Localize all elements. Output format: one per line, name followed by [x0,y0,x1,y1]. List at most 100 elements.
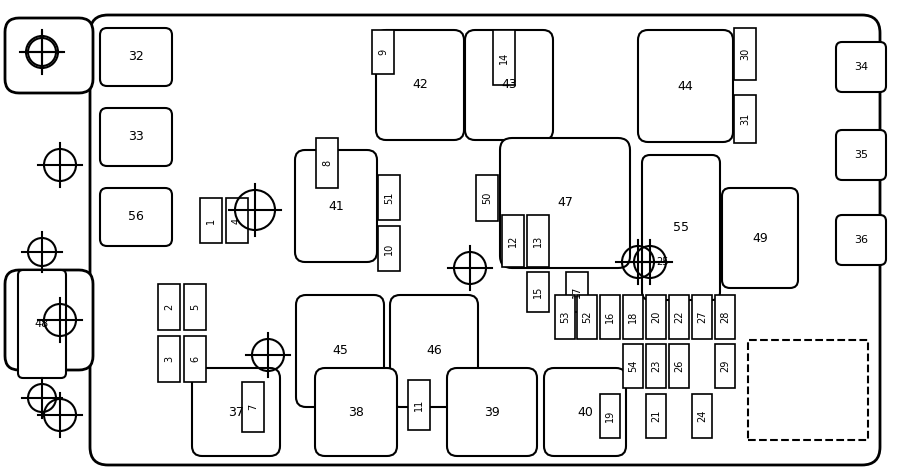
FancyBboxPatch shape [722,188,798,288]
Text: 24: 24 [697,410,707,422]
Bar [577,295,597,339]
Text: 32: 32 [128,50,144,64]
Text: 38: 38 [348,406,364,418]
Text: 15: 15 [533,286,543,298]
Text: 7: 7 [248,404,258,410]
Text: 53: 53 [560,311,570,323]
Bar [527,215,549,267]
Bar [378,175,400,220]
Bar [692,295,712,339]
Bar [715,295,735,339]
Bar [184,284,206,330]
Text: 56: 56 [128,210,144,224]
Bar [748,340,868,440]
Bar [408,380,430,430]
Text: 17: 17 [572,286,582,298]
Text: 16: 16 [605,311,615,323]
Text: 42: 42 [412,78,427,92]
FancyBboxPatch shape [192,368,280,456]
Text: 12: 12 [508,235,518,247]
Text: 48: 48 [35,319,50,329]
FancyBboxPatch shape [642,155,720,300]
Text: 39: 39 [484,406,500,418]
Text: 50: 50 [482,192,492,204]
FancyBboxPatch shape [100,28,172,86]
Bar [734,28,756,80]
FancyBboxPatch shape [376,30,464,140]
Bar [715,344,735,388]
Text: 52: 52 [582,311,592,323]
Bar [623,344,643,388]
Bar [200,198,222,243]
Text: 34: 34 [854,62,868,72]
Bar [600,394,620,438]
FancyBboxPatch shape [5,18,93,93]
Text: 33: 33 [128,131,144,143]
Text: 30: 30 [740,48,750,60]
Text: 6: 6 [190,356,200,362]
Text: 46: 46 [426,344,442,358]
FancyBboxPatch shape [100,188,172,246]
Text: 43: 43 [501,78,517,92]
Bar [316,138,338,188]
FancyBboxPatch shape [390,295,478,407]
FancyBboxPatch shape [500,138,630,268]
Text: 14: 14 [499,51,509,64]
Text: 19: 19 [605,410,615,422]
Bar [372,30,394,74]
Text: 9: 9 [378,49,388,55]
Text: 49: 49 [752,231,768,245]
Text: 10: 10 [384,242,394,255]
Text: 11: 11 [414,399,424,411]
FancyBboxPatch shape [100,108,172,166]
Text: 54: 54 [628,360,638,372]
Text: 18: 18 [628,311,638,323]
FancyBboxPatch shape [447,368,537,456]
Bar [669,295,689,339]
Bar [623,295,643,339]
FancyBboxPatch shape [315,368,397,456]
Bar [669,344,689,388]
Bar [493,30,515,85]
Bar [646,344,666,388]
Text: 36: 36 [854,235,868,245]
Text: 41: 41 [328,200,344,212]
Text: 29: 29 [720,360,730,372]
Text: 3: 3 [164,356,174,362]
Text: 40: 40 [577,406,593,418]
Text: 8: 8 [322,160,332,166]
Text: 1: 1 [206,218,216,224]
Text: 45: 45 [332,344,348,358]
Bar [158,284,180,330]
FancyBboxPatch shape [836,130,886,180]
FancyBboxPatch shape [5,270,93,370]
Bar [555,295,575,339]
Bar [566,272,588,312]
Bar [242,382,264,432]
Text: 37: 37 [228,406,244,418]
Text: 25: 25 [656,257,669,267]
Text: 55: 55 [673,221,689,234]
FancyBboxPatch shape [18,270,66,378]
Text: 13: 13 [533,235,543,247]
Text: 5: 5 [190,304,200,310]
Text: 2: 2 [164,304,174,310]
Text: 26: 26 [674,360,684,372]
Text: 44: 44 [678,79,693,93]
Bar [378,226,400,271]
FancyBboxPatch shape [544,368,626,456]
Bar [184,336,206,382]
Text: 28: 28 [720,311,730,323]
Bar [476,175,498,221]
Text: 4: 4 [232,218,242,224]
Bar [646,394,666,438]
Bar [600,295,620,339]
Bar [527,272,549,312]
Text: 21: 21 [651,410,661,422]
Bar [502,215,524,267]
Text: 31: 31 [740,113,750,125]
Bar [734,95,756,143]
Text: 51: 51 [384,191,394,204]
Bar [692,394,712,438]
Text: 23: 23 [651,360,661,372]
